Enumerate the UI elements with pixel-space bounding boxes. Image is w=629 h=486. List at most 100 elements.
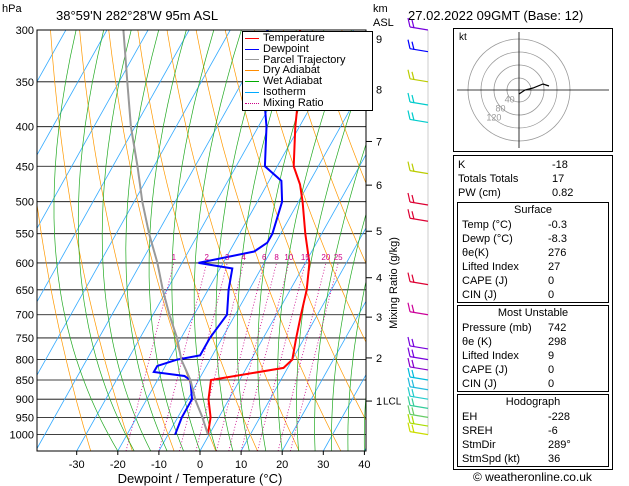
km-tick-label: 9 [376, 34, 382, 46]
km-axis: 9 8 7 6 5 4 3 2 1 LCL [366, 34, 402, 408]
legend-label: Temperature [263, 32, 325, 44]
hodograph-ring-label: 40 [505, 94, 515, 104]
index-value: -8.3 [548, 233, 567, 245]
pressure-tick-label: 1000 [10, 430, 34, 442]
wind-barb [407, 272, 429, 286]
wet-adiabat [215, 30, 270, 451]
index-row: Totals Totals 17 [454, 172, 612, 186]
lcl-label: LCL [383, 396, 402, 407]
wind-barb [407, 422, 429, 436]
hodograph-ring-label: 120 [486, 113, 501, 123]
legend-label: Dewpoint [263, 42, 309, 55]
pressure-tick-label: 650 [16, 285, 34, 297]
wind-barb [407, 413, 429, 427]
wet-adiabat [314, 143, 366, 451]
legend-swatch [245, 59, 259, 61]
mixing-ratio-label: 10 [284, 253, 293, 262]
mixing-ratio-label: 6 [262, 253, 267, 262]
index-label: PW (cm) [458, 187, 501, 199]
index-label: θe (K) [462, 336, 492, 348]
legend-swatch [245, 102, 259, 104]
km-tick-label: 3 [376, 312, 382, 324]
wind-barb [407, 92, 429, 106]
wet-adiabat [236, 30, 297, 451]
hpa-label: hPa [2, 3, 22, 15]
index-label: Dewp (°C) [462, 233, 513, 245]
wet-adiabat [347, 279, 366, 451]
index-value: 0 [548, 275, 555, 287]
index-value: 36 [548, 453, 561, 465]
mixing-ratio-label: 1 [172, 253, 177, 262]
isotherm-line [199, 153, 366, 451]
asl-label: ASL [373, 17, 394, 29]
mixing-ratio-label: 4 [241, 253, 246, 262]
index-label: Pressure (mb) [462, 322, 532, 334]
wet-adiabat [148, 30, 187, 451]
index-row: θe(K) 276 [458, 246, 608, 260]
legend-swatch [245, 81, 259, 83]
index-label: Lifted Index [462, 350, 519, 362]
index-row: Pressure (mb) 742 [458, 321, 608, 335]
index-label: CAPE (J) [462, 364, 508, 376]
dry-adiabat [37, 202, 92, 451]
pressure-tick-label: 850 [16, 375, 34, 387]
index-row: StmDir 289° [458, 438, 608, 452]
wet-adiabat [101, 30, 152, 451]
temperature-line [206, 30, 311, 435]
isotherm-line [37, 30, 108, 156]
pressure-tick-label: 750 [16, 333, 34, 345]
pressure-tick-label: 550 [16, 229, 34, 241]
pressure-tick-label: 700 [16, 310, 34, 322]
dry-adiabat [312, 30, 366, 185]
isotherm-line [322, 373, 366, 451]
temp-tick-label: -30 [69, 459, 85, 471]
temperature-axis: -30 -20 -10 0 10 20 30 40 [69, 451, 371, 471]
pressure-tick-label: 600 [16, 258, 34, 270]
parcel-trajectory-line [122, 30, 209, 435]
index-value: 0 [548, 364, 555, 376]
surface-title: Surface [514, 204, 552, 216]
index-value: 276 [548, 247, 567, 259]
index-value: 0 [548, 378, 555, 390]
index-value: -18 [552, 159, 568, 171]
legend-swatch [245, 91, 259, 93]
km-tick-label: 2 [376, 353, 382, 365]
pressure-tick-label: 800 [16, 355, 34, 367]
index-row: K -18 [454, 158, 612, 172]
temp-tick-label: 40 [358, 459, 370, 471]
indices-table: K -18 Totals Totals 17 PW (cm) 0.82 Surface T… [453, 155, 613, 470]
index-row: SREH -6 [458, 424, 608, 438]
legend-entry: Dewpoint [245, 42, 370, 55]
temp-tick-label: 0 [197, 459, 203, 471]
copyright: © weatheronline.co.uk [473, 470, 592, 484]
wind-barb [407, 110, 429, 124]
index-value: 9 [548, 350, 555, 362]
pressure-tick-label: 900 [16, 394, 34, 406]
wet-adiabat [77, 30, 135, 451]
pressure-tick-label: 950 [16, 412, 34, 424]
wind-barb [407, 347, 429, 361]
location-label: 38°59'N 282°28'W 95m ASL [56, 8, 219, 23]
index-row: Lifted Index 27 [458, 260, 608, 274]
mixing-ratio-label: 15 [301, 253, 310, 262]
wet-adiabat [53, 30, 119, 451]
mixing-ratio-label: 8 [274, 253, 279, 262]
index-value: 0.82 [552, 187, 574, 199]
index-label: StmDir [462, 439, 496, 451]
legend-swatch [245, 37, 259, 39]
legend-label: Wet Adiabat [263, 75, 323, 88]
wet-adiabat [125, 30, 168, 451]
index-label: CIN (J) [462, 289, 497, 301]
pressure-tick-label: 350 [16, 77, 34, 89]
wet-adiabat [257, 30, 325, 451]
wind-barbs [407, 17, 429, 436]
legend-entry: Wet Adiabat [245, 76, 370, 87]
index-value: -0.3 [548, 219, 567, 231]
index-row: CAPE (J) 0 [458, 363, 608, 377]
wind-barb [407, 192, 429, 206]
mixing-ratio-label: 25 [334, 253, 343, 262]
index-row: CIN (J) 0 [458, 377, 608, 391]
plot-frame [36, 29, 367, 452]
km-tick-label: 6 [376, 180, 382, 192]
